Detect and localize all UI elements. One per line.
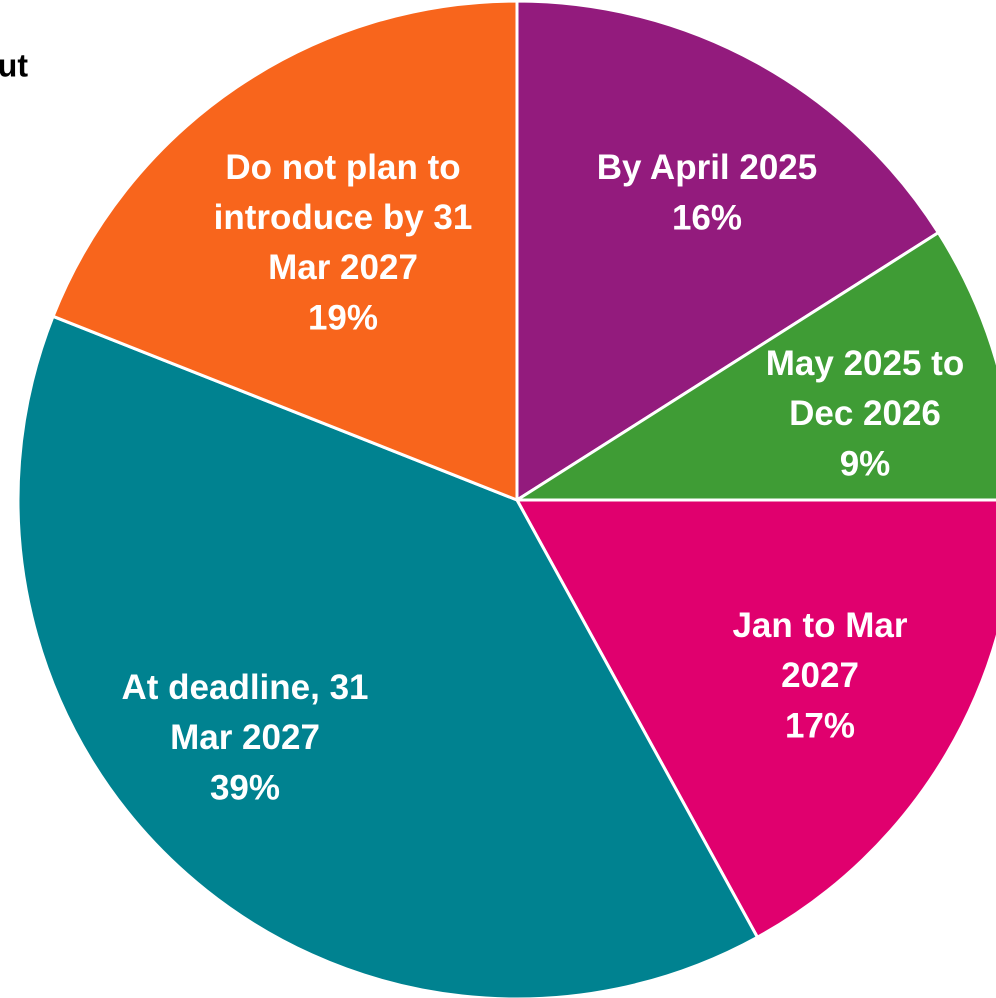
labels: By April 2025 16% May 2025 to Dec 2026 9% Jan…	[121, 148, 964, 807]
pie-slice	[515, 231, 996, 502]
slice-label: May 2025 to Dec 2026	[766, 344, 964, 433]
pie-slice	[515, 0, 940, 502]
pie-slice	[515, 498, 996, 939]
pie-slice	[16, 314, 759, 998]
slice-label: At deadline, 31 Mar 2027	[121, 668, 368, 757]
slices	[16, 0, 996, 998]
slice-value-label: 17%	[785, 706, 855, 745]
pie-slice	[51, 0, 519, 502]
slice-label: By April 2025	[597, 148, 817, 187]
chart-title: ut	[0, 47, 28, 83]
slice-value-label: 19%	[308, 298, 378, 337]
slice-value-label: 16%	[672, 198, 742, 237]
slice-value-label: 9%	[840, 444, 891, 483]
slice-label: Do not plan to introduce by 31 Mar 2027	[214, 148, 473, 287]
slice-value-label: 39%	[210, 768, 280, 807]
slice-label: Jan to Mar 2027	[732, 606, 907, 695]
